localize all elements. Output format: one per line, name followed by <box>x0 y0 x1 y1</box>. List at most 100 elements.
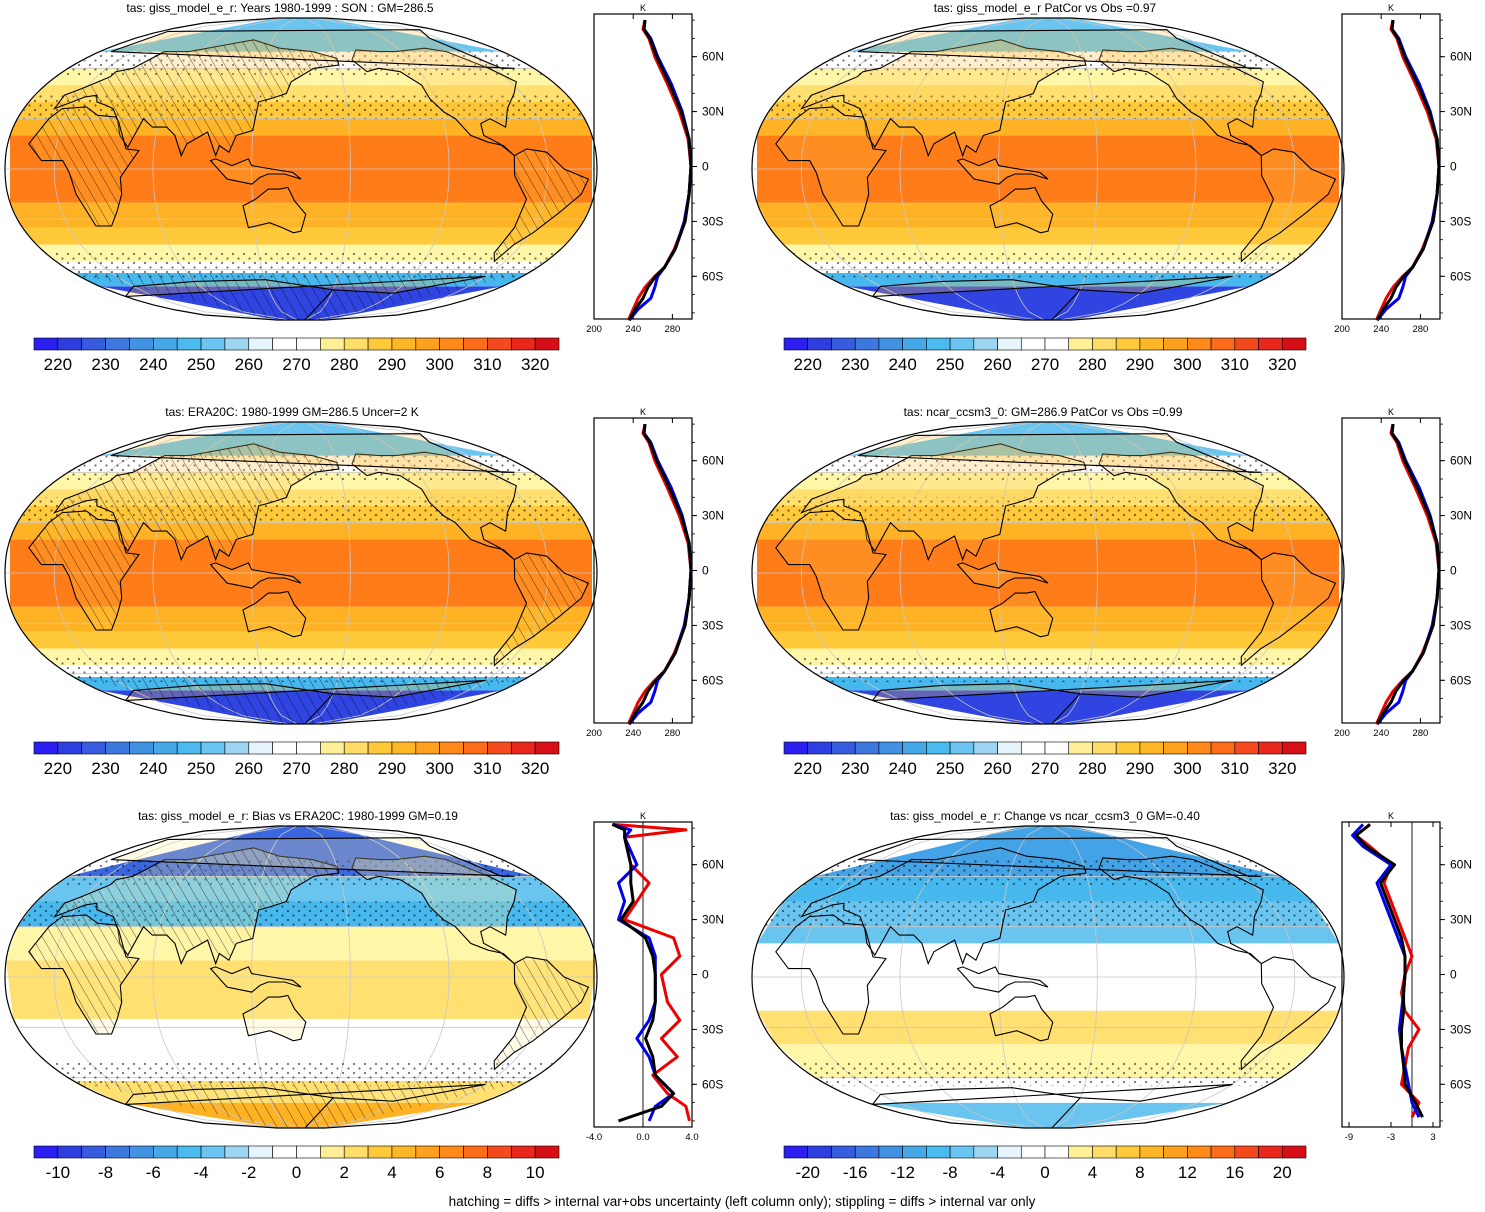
colorbar-box <box>1139 337 1164 351</box>
colorbar-box <box>1234 337 1259 351</box>
colorbar-box <box>224 1145 250 1159</box>
colorbar-box <box>1258 337 1283 351</box>
colorbar-box <box>439 337 464 351</box>
profile-lat-label: 60N <box>1450 858 1472 872</box>
panel-title: tas: giss_model_e_r: Change vs ncar_ccsm… <box>890 809 1200 823</box>
colorbar-tick-label: 270 <box>282 355 310 374</box>
continent-greenland <box>110 29 515 69</box>
colorbar-box <box>463 1145 488 1159</box>
colorbar-box <box>200 1145 226 1159</box>
continent-greenland <box>857 433 1262 473</box>
colorbar-tick-label: 250 <box>187 355 215 374</box>
map <box>751 17 1345 321</box>
colorbar-box <box>391 741 417 755</box>
colorbar-tick-label: 0 <box>1040 1163 1049 1182</box>
colorbar-tick-label: 260 <box>983 759 1011 778</box>
field-band <box>757 606 1339 632</box>
colorbar-tick-label: 8 <box>483 1163 492 1182</box>
coastlines <box>775 29 1337 320</box>
profile-lat-label: 30N <box>1450 509 1472 523</box>
profile-lat-label: 0 <box>702 160 709 174</box>
colorbar-box <box>1210 337 1236 351</box>
colorbar-tick-label: -20 <box>795 1163 820 1182</box>
colorbar-tick-label: 290 <box>378 759 406 778</box>
continent-indonesia <box>209 158 302 185</box>
panel-1: tas: giss_model_e_r: Years 1980-1999 : S… <box>4 1 724 374</box>
panel-title: tas: ERA20C: 1980-1999 GM=286.5 Uncer=2 … <box>165 405 418 419</box>
continent-africa <box>775 914 887 1035</box>
continent-north-america <box>351 47 517 157</box>
colorbar-tick-label: -16 <box>843 1163 868 1182</box>
map-frame <box>751 825 1345 1129</box>
panel-6: tas: giss_model_e_r: Change vs ncar_ccsm… <box>751 809 1472 1182</box>
colorbar-box <box>902 741 927 755</box>
colorbar-box <box>949 1145 975 1159</box>
profile-line-obs <box>1375 423 1441 725</box>
colorbar-box <box>487 741 512 755</box>
profile-x-tick-label: 240 <box>1373 728 1389 739</box>
colorbar-tick-label: 10 <box>526 1163 545 1182</box>
colorbar-box <box>176 741 202 755</box>
colorbar-box <box>343 337 369 351</box>
field-band <box>757 202 1339 228</box>
colorbar-box <box>949 337 975 351</box>
colorbar-box <box>296 1145 321 1159</box>
stippling <box>764 859 1332 1087</box>
profile-x-tick-label: 280 <box>664 728 680 739</box>
colorbar-box <box>1020 741 1046 755</box>
colorbar-box <box>296 741 321 755</box>
colorbar-tick-label: 6 <box>435 1163 444 1182</box>
colorbar-box <box>391 1145 417 1159</box>
continent-north-america <box>1098 855 1264 965</box>
profile-x-tick-label: 4.0 <box>685 1132 698 1143</box>
profile-lat-label: 0 <box>702 564 709 578</box>
colorbar-tick-label: -4 <box>193 1163 208 1182</box>
map-fill <box>5 18 597 320</box>
colorbar-tick-label: 0 <box>292 1163 301 1182</box>
colorbar-tick-label: 230 <box>841 759 869 778</box>
field-band <box>846 422 1250 456</box>
colorbar-tick-label: -12 <box>890 1163 915 1182</box>
colorbar-box <box>57 741 83 755</box>
field-band <box>99 422 503 456</box>
colorbar-box <box>224 741 250 755</box>
continent-eurasia <box>800 443 1087 562</box>
field-band <box>99 18 503 52</box>
profile-line-obs <box>1375 19 1441 321</box>
colorbar-tick-label: 8 <box>1135 1163 1144 1182</box>
profile-lat-label: 30S <box>1450 1022 1471 1036</box>
colorbar-box <box>1258 1145 1283 1159</box>
colorbar-box <box>176 1145 202 1159</box>
colorbar-box <box>1044 741 1070 755</box>
colorbar-box <box>510 1145 536 1159</box>
panel-title: tas: ncar_ccsm3_0: GM=286.9 PatCor vs Ob… <box>904 405 1183 419</box>
zonal-profile: K 60N 30N 0 30S 60S 200 240 280 <box>586 407 724 739</box>
continent-south-america <box>1240 148 1337 263</box>
colorbar-box <box>105 1145 130 1159</box>
continent-australia <box>989 590 1054 638</box>
profile-lat-label: 30N <box>702 105 724 119</box>
continent-australia <box>989 994 1054 1042</box>
colorbar-box <box>367 741 393 755</box>
colorbar-box <box>534 741 560 755</box>
profile-lat-label: 60S <box>702 673 723 687</box>
profile-x-tick-label: 280 <box>1412 324 1428 335</box>
colorbar: 220 230 240 250 260 270 280 290 300 310 320 <box>783 337 1307 374</box>
field-band <box>10 606 592 632</box>
colorbar-box <box>973 741 998 755</box>
colorbar: -20 -16 -12 -8 -4 0 4 8 12 16 20 <box>783 1145 1307 1182</box>
colorbar-box <box>320 741 345 755</box>
colorbar-tick-label: 230 <box>91 355 119 374</box>
profile-x-tick-label: 240 <box>625 728 641 739</box>
continent-south-america <box>1240 552 1337 667</box>
colorbar-box <box>1281 1145 1307 1159</box>
profile-unit: K <box>1388 811 1394 821</box>
colorbar-box <box>105 337 130 351</box>
profile-line-model <box>612 822 691 1122</box>
colorbar-box <box>1281 337 1307 351</box>
colorbar-box <box>534 337 560 351</box>
continent-eurasia <box>800 39 1087 158</box>
colorbar-tick-label: 260 <box>983 355 1011 374</box>
profile-lat-label: 30N <box>1450 105 1472 119</box>
continent-north-america <box>351 451 517 561</box>
